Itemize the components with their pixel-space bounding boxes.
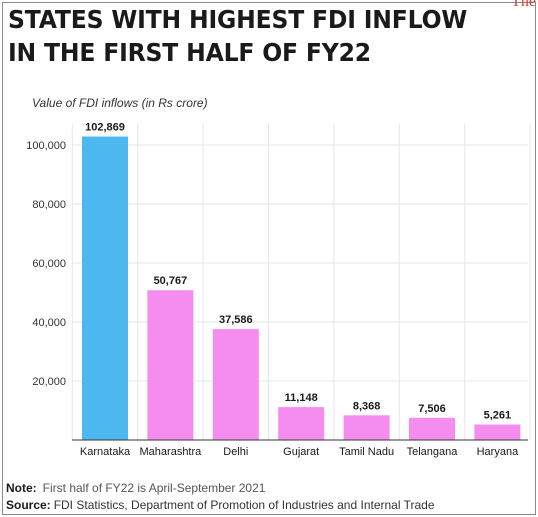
data-label: 5,261: [484, 409, 512, 421]
data-label: 50,767: [154, 275, 188, 287]
data-label: 7,506: [418, 403, 446, 415]
bar-gujarat: [278, 407, 325, 440]
note-label: Note:: [6, 481, 37, 495]
x-tick-label: Maharashtra: [140, 446, 203, 458]
brand-logo-fragment: The: [511, 0, 536, 10]
x-tick-label: Gujarat: [283, 446, 319, 458]
title-line-2: IN THE FIRST HALF OF FY22: [8, 38, 371, 67]
chart-title: STATES WITH HIGHEST FDI INFLOW IN THE FI…: [8, 3, 478, 69]
data-label: 8,368: [353, 400, 381, 412]
bar-karnataka: [82, 136, 128, 441]
chart-canvas: 20,000 40,000 60,000 80,000 100,000 102,869 Ka…: [26, 122, 531, 458]
bar-maharashtra: [147, 290, 194, 440]
x-tick-label: Tamil Nadu: [339, 446, 394, 458]
x-tick-label: Haryana: [477, 446, 519, 458]
x-tick-label: Delhi: [223, 446, 248, 458]
bar-delhi: [212, 329, 259, 440]
source-label: Source:: [6, 498, 51, 512]
bar-telangana: [409, 417, 455, 440]
data-label: 37,586: [219, 314, 253, 326]
x-tick-label: Telangana: [407, 446, 459, 458]
bar-tamil-nadu: [343, 415, 390, 440]
data-label: 102,869: [85, 122, 125, 134]
x-tick-label: Karnataka: [80, 446, 131, 458]
y-tick-label: 80,000: [32, 199, 66, 211]
y-axis-label: Value of FDI inflows (in Rs crore): [32, 96, 208, 110]
footnote: Note: First half of FY22 is April-Septemb…: [6, 481, 265, 495]
y-tick-label: 20,000: [32, 376, 66, 388]
source-line: Source: FDI Statistics, Department of Pro…: [6, 498, 435, 512]
data-label: 11,148: [285, 392, 318, 404]
y-tick-label: 40,000: [32, 317, 66, 329]
title-line-1: STATES WITH HIGHEST FDI INFLOW: [8, 5, 468, 34]
y-tick-label: 60,000: [32, 258, 66, 270]
bar-chart: 20,000 40,000 60,000 80,000 100,000 102,869 Ka…: [0, 90, 538, 470]
source-text: FDI Statistics, Department of Promotion …: [53, 498, 435, 512]
y-tick-label: 100,000: [26, 140, 66, 152]
bar-haryana: [474, 424, 521, 440]
note-text: First half of FY22 is April-September 20…: [42, 481, 266, 495]
